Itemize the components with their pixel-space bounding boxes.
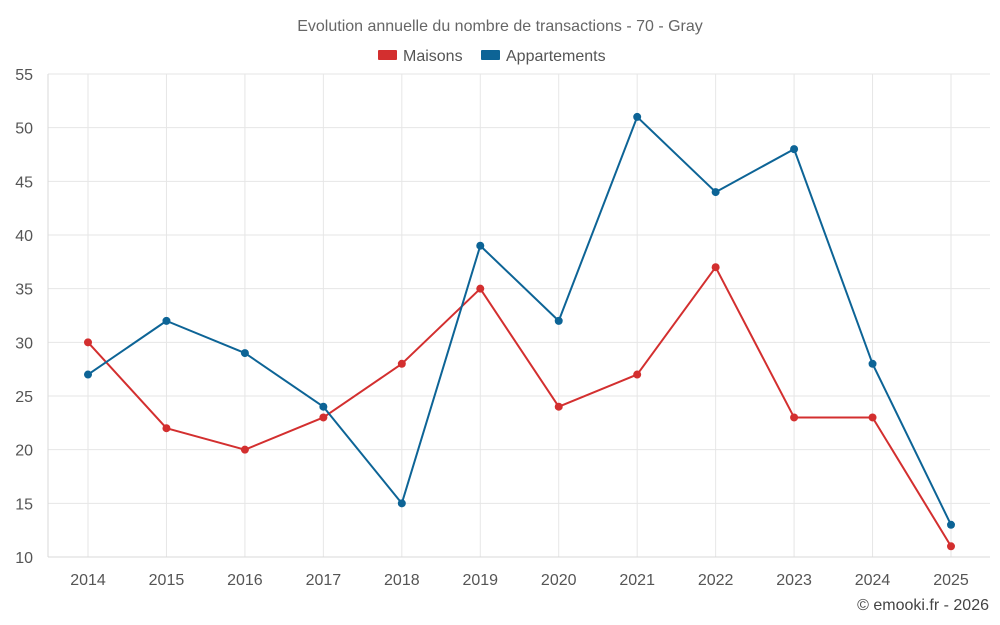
series-lines — [87, 115, 952, 548]
y-tick-label: 20 — [15, 443, 33, 460]
credit-text: © emooki.fr - 2026 — [857, 597, 989, 614]
x-tick-label: 2019 — [462, 572, 498, 589]
data-point-appartements-2020[interactable] — [554, 316, 563, 325]
legend: Maisons Appartements — [378, 48, 606, 65]
data-point-appartements-2022[interactable] — [711, 188, 720, 197]
x-tick-label: 2016 — [227, 572, 263, 589]
data-point-maisons-2018[interactable] — [397, 359, 406, 368]
x-tick-label: 2015 — [149, 572, 185, 589]
x-tick-label: 2020 — [541, 572, 577, 589]
legend-swatch-maisons — [378, 50, 397, 60]
data-point-appartements-2025[interactable] — [947, 520, 955, 529]
data-point-maisons-2020[interactable] — [554, 402, 563, 411]
data-point-maisons-2021[interactable] — [633, 370, 642, 379]
y-tick-label: 50 — [15, 121, 33, 138]
data-point-maisons-2024[interactable] — [868, 413, 877, 422]
data-point-appartements-2021[interactable] — [633, 112, 642, 121]
data-point-appartements-2014[interactable] — [84, 370, 92, 379]
x-tick-label: 2023 — [776, 572, 812, 589]
data-point-appartements-2015[interactable] — [162, 316, 171, 325]
data-point-appartements-2019[interactable] — [476, 241, 485, 250]
data-point-maisons-2023[interactable] — [790, 413, 799, 422]
data-point-appartements-2024[interactable] — [868, 359, 877, 368]
y-tick-label: 15 — [15, 496, 33, 513]
x-tick-label: 2024 — [855, 572, 891, 589]
y-tick-label: 25 — [15, 389, 33, 406]
x-tick-label: 2014 — [70, 572, 106, 589]
grid — [48, 73, 990, 558]
data-point-maisons-2016[interactable] — [240, 445, 249, 454]
y-tick-label: 40 — [15, 228, 33, 245]
series-line-appartements — [87, 115, 952, 526]
data-point-maisons-2017[interactable] — [319, 413, 328, 422]
legend-label-appartements: Appartements — [506, 48, 606, 65]
data-points — [84, 112, 955, 551]
data-point-maisons-2022[interactable] — [711, 263, 720, 272]
data-point-appartements-2018[interactable] — [397, 499, 406, 508]
data-point-appartements-2023[interactable] — [790, 145, 799, 154]
x-tick-label: 2025 — [933, 572, 969, 589]
x-tick-label: 2022 — [698, 572, 734, 589]
legend-swatch-appartements — [481, 50, 500, 60]
y-tick-label: 45 — [15, 174, 33, 191]
legend-label-maisons: Maisons — [403, 48, 463, 65]
data-point-maisons-2014[interactable] — [84, 338, 92, 347]
y-tick-label: 10 — [15, 550, 33, 567]
y-tick-label: 55 — [15, 67, 33, 84]
x-tick-label: 2021 — [619, 572, 655, 589]
legend-item-appartements[interactable]: Appartements — [481, 48, 606, 65]
chart-title: Evolution annuelle du nombre de transact… — [297, 18, 703, 35]
x-tick-label: 2018 — [384, 572, 420, 589]
series-line-maisons — [87, 266, 952, 548]
x-tick-label: 2017 — [306, 572, 342, 589]
data-point-appartements-2017[interactable] — [319, 402, 328, 411]
data-point-maisons-2015[interactable] — [162, 424, 171, 433]
y-tick-label: 30 — [15, 335, 33, 352]
data-point-maisons-2019[interactable] — [476, 284, 485, 293]
data-point-appartements-2016[interactable] — [240, 349, 249, 358]
data-point-maisons-2025[interactable] — [947, 542, 955, 551]
legend-item-maisons[interactable]: Maisons — [378, 48, 463, 65]
y-tick-label: 35 — [15, 282, 33, 299]
